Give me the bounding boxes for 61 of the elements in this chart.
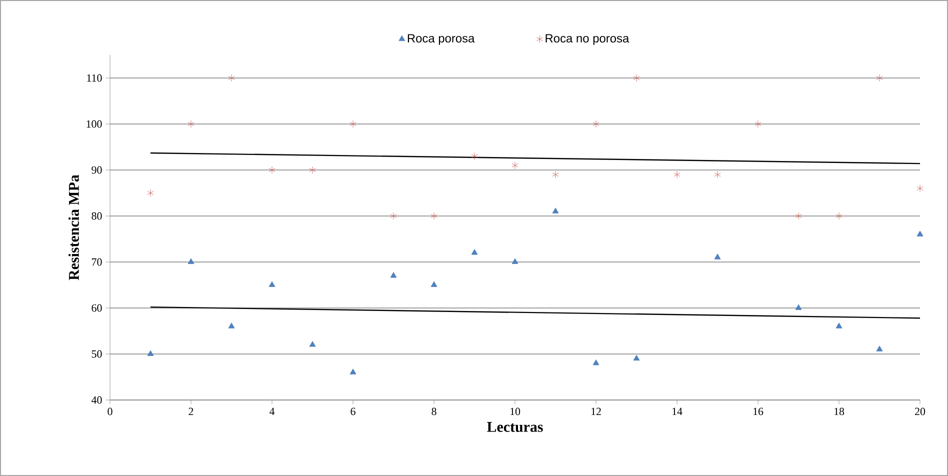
point (350, 120, 356, 128)
point (795, 304, 802, 310)
point (916, 184, 924, 192)
point (512, 162, 518, 170)
y-tick-label: 100 (86, 120, 102, 128)
point (188, 258, 194, 264)
x-tick-label: 16 (754, 408, 764, 416)
point (592, 360, 600, 366)
point (430, 212, 438, 220)
point (309, 341, 316, 347)
x-tick-label: 2 (188, 408, 194, 416)
x-tick-label: 4 (269, 408, 275, 415)
point (876, 346, 883, 352)
point (552, 170, 559, 178)
y-tick-label: 40 (91, 396, 102, 404)
y-tick-label: 110 (87, 74, 102, 82)
y-tick-label: 80 (92, 212, 102, 220)
point (309, 166, 316, 174)
point (268, 166, 276, 174)
point (471, 249, 478, 255)
point (714, 170, 721, 178)
point (754, 120, 762, 128)
point (147, 350, 154, 356)
point (268, 281, 276, 287)
x-tick-label: 8 (432, 408, 436, 416)
point (390, 272, 397, 278)
point (390, 212, 397, 220)
legend-label: Roca no porosa (546, 34, 630, 45)
point (430, 281, 438, 287)
y-tick-label: 90 (92, 166, 102, 174)
point (633, 74, 640, 82)
point (350, 368, 356, 374)
point (876, 74, 883, 82)
point (916, 230, 924, 236)
point (147, 189, 154, 197)
point (188, 120, 194, 128)
point (714, 254, 721, 260)
x-tick-label: 0 (108, 408, 112, 416)
y-axis-title: Resistencia MPa (68, 174, 79, 280)
point (633, 354, 640, 361)
y-tick-label: 50 (92, 350, 102, 358)
x-tick-label: 20 (915, 408, 926, 416)
x-tick-label: 6 (350, 408, 356, 416)
point (592, 120, 600, 128)
point (471, 152, 478, 160)
x-axis-title: Lecturas (487, 422, 543, 432)
point (674, 170, 680, 178)
point (228, 322, 235, 328)
point (795, 212, 802, 220)
x-tick-label: 14 (672, 408, 682, 416)
point (836, 212, 842, 220)
x-tick-label: 10 (510, 408, 520, 416)
legend-label: Roca porosa (408, 34, 475, 45)
point (552, 208, 559, 214)
x-tick-label: 18 (834, 408, 844, 416)
x-tick-label: 12 (591, 408, 601, 416)
y-tick-label: 60 (92, 304, 102, 312)
point (228, 74, 235, 82)
point (512, 258, 518, 264)
y-tick-label: 70 (92, 258, 102, 266)
point (836, 322, 842, 328)
